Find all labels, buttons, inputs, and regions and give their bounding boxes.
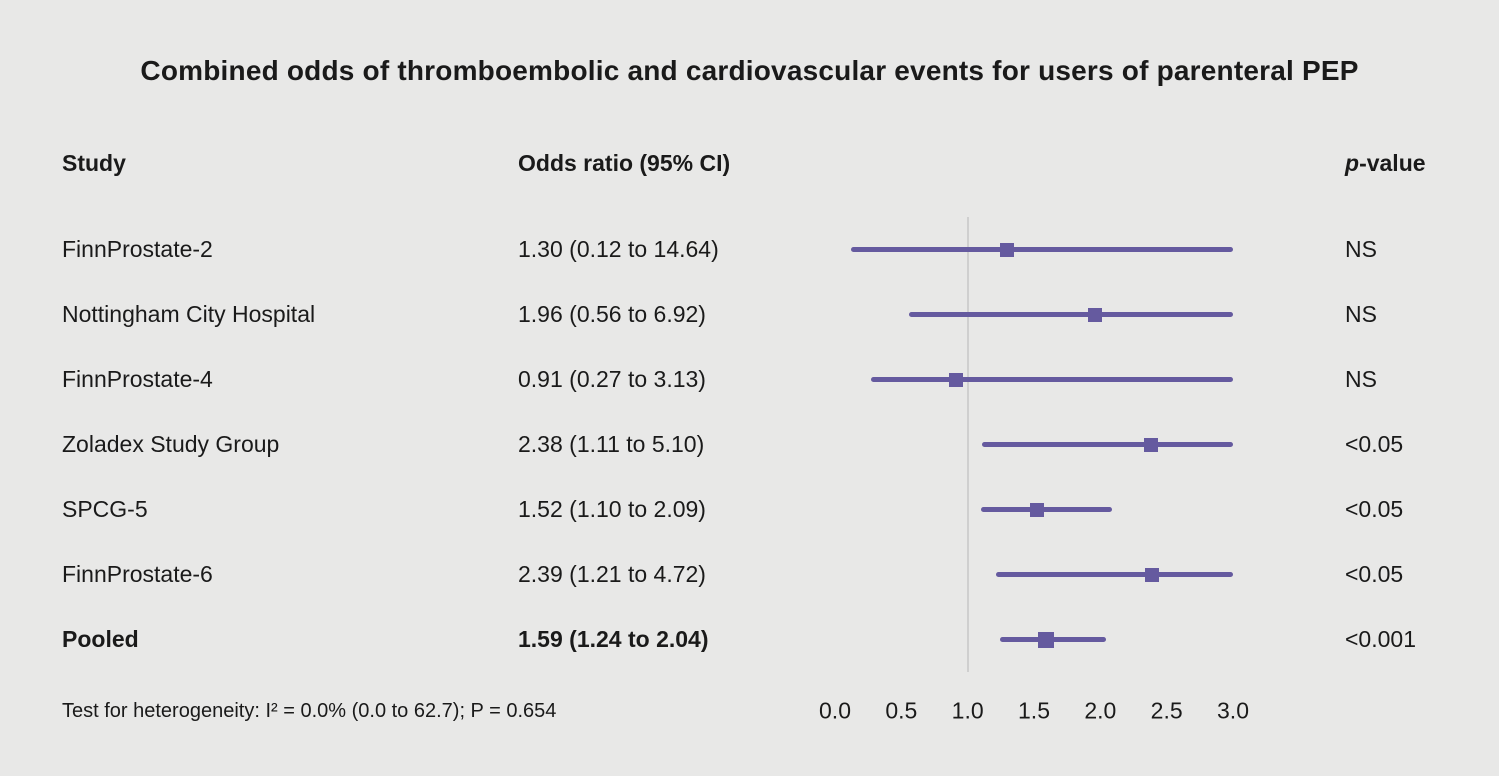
- p-value-label: <0.001: [1345, 626, 1416, 652]
- ci-line: [909, 312, 1233, 317]
- p-value-label: <0.05: [1345, 496, 1404, 522]
- forest-row: SPCG-5 1.52 (1.10 to 2.09) <0.05: [62, 477, 1437, 542]
- p-value-label: <0.05: [1345, 431, 1404, 457]
- or-marker: [1088, 307, 1103, 322]
- forest-plot-cell: [818, 477, 1345, 542]
- p-value-label: <0.05: [1345, 561, 1404, 587]
- p-value-header-italic-p: p: [1345, 150, 1360, 176]
- column-header-study: Study: [62, 150, 126, 176]
- chart-title: Combined odds of thromboembolic and card…: [140, 55, 1359, 86]
- column-header-row: Study Odds ratio (95% CI) p-value: [62, 131, 1437, 196]
- p-value-header-rest: -value: [1359, 150, 1426, 176]
- ci-line: [982, 442, 1233, 447]
- forest-row: FinnProstate-6 2.39 (1.21 to 4.72) <0.05: [62, 542, 1437, 607]
- or-marker: [1029, 502, 1044, 517]
- study-label: Pooled: [62, 626, 139, 652]
- or-ci-label: 0.91 (0.27 to 3.13): [518, 366, 706, 392]
- column-header-p-value: p-value: [1345, 150, 1437, 177]
- or-marker: [1000, 242, 1015, 257]
- ci-line: [980, 507, 1113, 512]
- forest-row: FinnProstate-2 1.30 (0.12 to 14.64) NS: [62, 217, 1437, 282]
- x-axis-tick: 2.5: [1150, 697, 1183, 724]
- forest-plot-cell: [818, 412, 1345, 477]
- study-label: SPCG-5: [62, 496, 148, 522]
- study-label: Nottingham City Hospital: [62, 301, 316, 327]
- forest-rows: FinnProstate-2 1.30 (0.12 to 14.64) NS N…: [62, 217, 1437, 672]
- x-axis-tick: 1.5: [1018, 697, 1050, 724]
- p-value-label: NS: [1345, 366, 1377, 392]
- column-header-odds-ratio: Odds ratio (95% CI): [518, 150, 731, 176]
- or-marker: [1143, 437, 1158, 452]
- or-ci-label: 1.59 (1.24 to 2.04): [518, 626, 709, 652]
- or-marker: [1037, 631, 1054, 648]
- x-axis-tick: 1.0: [951, 697, 984, 724]
- forest-row: Zoladex Study Group 2.38 (1.11 to 5.10) …: [62, 412, 1437, 477]
- or-marker: [1145, 567, 1160, 582]
- forest-plot-cell: [818, 282, 1345, 347]
- x-axis: 0.0 0.5 1.0 1.5 2.0 2.5 3.0: [818, 672, 1345, 750]
- forest-plot-cell: [818, 542, 1345, 607]
- ci-line: [850, 247, 1233, 252]
- x-axis-tick: 2.0: [1084, 697, 1117, 724]
- p-value-label: NS: [1345, 236, 1377, 262]
- or-ci-label: 2.39 (1.21 to 4.72): [518, 561, 706, 587]
- forest-row: Pooled 1.59 (1.24 to 2.04) <0.001: [62, 607, 1437, 672]
- forest-plot-cell: [818, 607, 1345, 672]
- heterogeneity-note: Test for heterogeneity: I² = 0.0% (0.0 t…: [62, 699, 557, 722]
- or-ci-label: 1.96 (0.56 to 6.92): [518, 301, 706, 327]
- study-label: FinnProstate-6: [62, 561, 213, 587]
- study-label: FinnProstate-2: [62, 236, 213, 262]
- forest-plot-cell: [818, 347, 1345, 412]
- ci-line: [870, 377, 1233, 382]
- forest-row: FinnProstate-4 0.91 (0.27 to 3.13) NS: [62, 347, 1437, 412]
- forest-plot-cell: [818, 217, 1345, 282]
- forest-row: Nottingham City Hospital 1.96 (0.56 to 6…: [62, 282, 1437, 347]
- ci-line: [995, 572, 1233, 577]
- footer-row: Test for heterogeneity: I² = 0.0% (0.0 t…: [62, 672, 1437, 750]
- or-marker: [948, 372, 963, 387]
- study-label: FinnProstate-4: [62, 366, 213, 392]
- x-axis-tick: 0.5: [885, 697, 918, 724]
- or-ci-label: 1.52 (1.10 to 2.09): [518, 496, 706, 522]
- x-axis-tick: 0.0: [819, 697, 851, 724]
- x-axis-tick: 3.0: [1217, 697, 1249, 724]
- p-value-label: NS: [1345, 301, 1377, 327]
- or-ci-label: 2.38 (1.11 to 5.10): [518, 431, 705, 457]
- or-ci-label: 1.30 (0.12 to 14.64): [518, 236, 719, 262]
- study-label: Zoladex Study Group: [62, 431, 280, 457]
